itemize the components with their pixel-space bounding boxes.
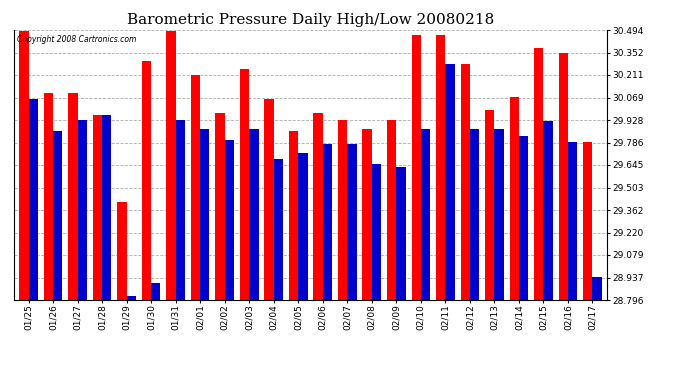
Bar: [568, 142, 578, 300]
Bar: [593, 277, 602, 300]
Bar: [19, 31, 28, 300]
Bar: [240, 69, 249, 300]
Bar: [249, 129, 259, 300]
Bar: [215, 113, 225, 300]
Bar: [28, 99, 38, 300]
Bar: [200, 129, 210, 300]
Bar: [126, 296, 136, 300]
Bar: [68, 93, 77, 300]
Text: Copyright 2008 Cartronics.com: Copyright 2008 Cartronics.com: [17, 35, 136, 44]
Bar: [323, 144, 332, 300]
Bar: [362, 129, 372, 300]
Bar: [495, 129, 504, 300]
Bar: [53, 131, 62, 300]
Bar: [313, 113, 323, 300]
Bar: [151, 284, 161, 300]
Bar: [274, 159, 283, 300]
Bar: [43, 93, 53, 300]
Bar: [544, 121, 553, 300]
Bar: [470, 129, 479, 300]
Bar: [338, 120, 347, 300]
Title: Barometric Pressure Daily High/Low 20080218: Barometric Pressure Daily High/Low 20080…: [127, 13, 494, 27]
Bar: [289, 131, 298, 300]
Bar: [396, 167, 406, 300]
Bar: [519, 136, 529, 300]
Bar: [225, 140, 234, 300]
Bar: [166, 31, 176, 300]
Bar: [191, 75, 200, 300]
Bar: [117, 202, 126, 300]
Bar: [510, 98, 519, 300]
Bar: [485, 110, 495, 300]
Bar: [583, 142, 593, 300]
Bar: [411, 35, 421, 300]
Bar: [436, 35, 445, 300]
Bar: [102, 115, 111, 300]
Bar: [176, 120, 185, 300]
Bar: [387, 120, 396, 300]
Bar: [460, 64, 470, 300]
Bar: [534, 48, 544, 300]
Bar: [92, 115, 102, 300]
Bar: [298, 153, 308, 300]
Bar: [77, 120, 87, 300]
Bar: [347, 144, 357, 300]
Bar: [264, 99, 274, 300]
Bar: [445, 64, 455, 300]
Bar: [142, 61, 151, 300]
Bar: [421, 129, 430, 300]
Bar: [559, 53, 568, 300]
Bar: [372, 164, 381, 300]
